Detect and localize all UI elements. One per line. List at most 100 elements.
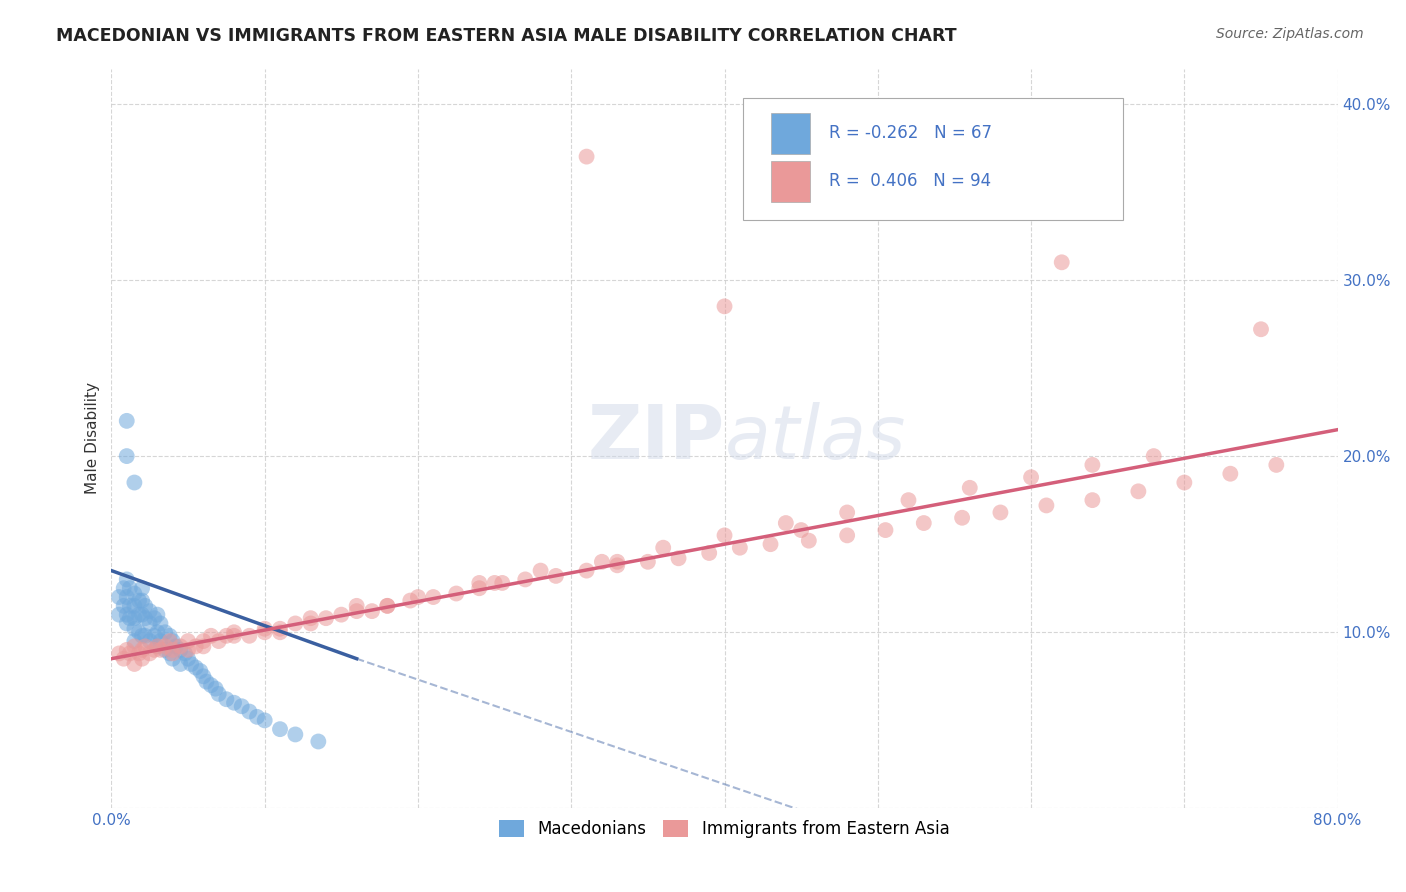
Point [346,599,368,613]
Point [575,564,598,578]
Point [146,640,169,654]
Point [491,576,513,591]
Point [115,573,138,587]
Point [215,692,238,706]
Point [149,634,172,648]
Point [606,555,628,569]
Point [195,674,218,689]
Point [284,727,307,741]
Point [222,629,245,643]
Point [299,616,322,631]
Point [162,647,184,661]
Point [713,299,735,313]
Point [797,533,820,548]
Point [713,528,735,542]
Point [253,625,276,640]
Bar [770,161,810,202]
Point [128,593,150,607]
Point [330,607,353,622]
Point [115,643,138,657]
Point [1250,322,1272,336]
Point [222,625,245,640]
Legend: Macedonians, Immigrants from Eastern Asia: Macedonians, Immigrants from Eastern Asi… [494,813,956,845]
Point [115,590,138,604]
Point [112,581,135,595]
Point [208,634,231,648]
Point [128,625,150,640]
Point [184,660,207,674]
Point [1019,470,1042,484]
Point [875,523,897,537]
Point [174,647,197,661]
Point [361,604,384,618]
Point [375,599,398,613]
Point [1219,467,1241,481]
Point [134,629,156,643]
Point [149,643,172,657]
Point [118,647,141,661]
Point [112,651,135,665]
Point [515,573,537,587]
Point [115,616,138,631]
Point [108,647,131,661]
Point [1265,458,1288,472]
FancyBboxPatch shape [742,98,1123,220]
Point [529,564,551,578]
Point [284,616,307,631]
Point [208,687,231,701]
Point [146,640,169,654]
Point [375,599,398,613]
Point [180,657,202,671]
Point [652,541,675,555]
Point [406,590,429,604]
Point [124,657,146,671]
Point [118,599,141,613]
Point [253,622,276,636]
Point [169,640,191,654]
Point [193,669,215,683]
Point [200,629,222,643]
Point [204,681,226,696]
Point [177,651,200,665]
Point [238,629,260,643]
Point [315,611,337,625]
Point [131,607,153,622]
Point [1050,255,1073,269]
Bar [770,113,810,153]
Point [159,634,181,648]
Point [215,629,238,643]
Point [959,481,981,495]
Point [159,629,181,643]
Point [1035,499,1057,513]
Point [131,651,153,665]
Point [131,629,153,643]
Point [269,722,291,736]
Point [697,546,720,560]
Point [193,640,215,654]
Text: R =  0.406   N = 94: R = 0.406 N = 94 [828,172,991,190]
Point [1143,449,1166,463]
Point [193,634,215,648]
Point [134,640,156,654]
Point [165,640,187,654]
Point [134,611,156,625]
Point [269,625,291,640]
Point [188,664,211,678]
Point [115,414,138,428]
Point [637,555,659,569]
Point [790,523,813,537]
Point [149,616,172,631]
Point [162,634,184,648]
Point [668,551,690,566]
Text: MACEDONIAN VS IMMIGRANTS FROM EASTERN ASIA MALE DISABILITY CORRELATION CHART: MACEDONIAN VS IMMIGRANTS FROM EASTERN AS… [56,27,957,45]
Point [131,581,153,595]
Point [124,634,146,648]
Point [138,647,160,661]
Point [128,607,150,622]
Point [246,710,269,724]
Text: atlas: atlas [724,402,905,475]
Point [184,640,207,654]
Point [897,493,920,508]
Point [162,651,184,665]
Point [124,611,146,625]
